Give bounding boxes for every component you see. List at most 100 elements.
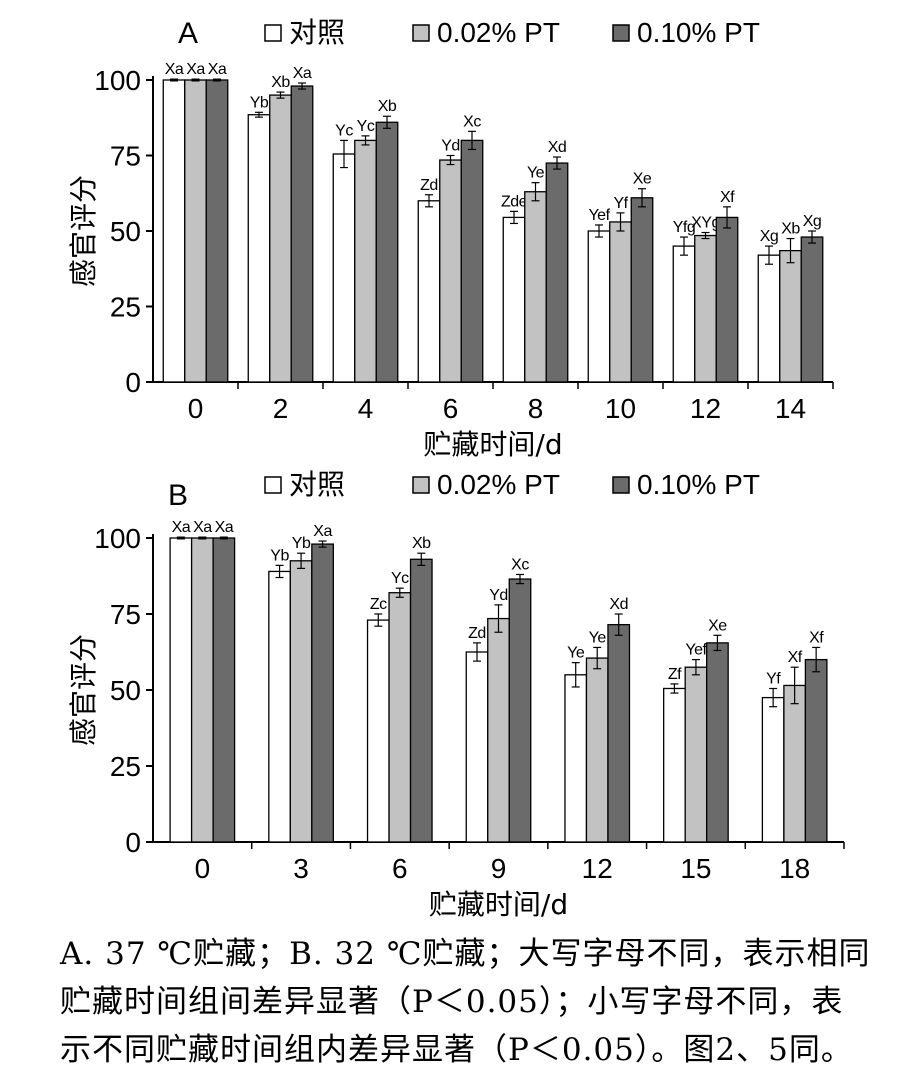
bar-pt002: [184, 79, 207, 383]
bar-control: [268, 570, 291, 843]
bar-pt010: [706, 642, 729, 843]
y-axis-label: 感官评分: [67, 175, 100, 287]
x-tick-label: 6: [443, 393, 459, 424]
significance-label: Yd: [441, 138, 460, 155]
bar-pt002: [585, 657, 609, 843]
bar-pt002: [439, 159, 462, 383]
significance-label: Xa: [208, 61, 227, 78]
y-tick-label: 100: [94, 523, 141, 554]
y-tick-label: 0: [125, 367, 141, 398]
significance-label: Ye: [527, 165, 545, 182]
significance-label: Zc: [370, 596, 387, 613]
y-axis-label: 感官评分: [67, 634, 100, 746]
significance-label: Ye: [567, 645, 585, 662]
bar-control: [564, 674, 588, 843]
bar-pt002: [684, 666, 708, 843]
x-tick-label: 10: [605, 393, 636, 424]
x-tick-label: 0: [188, 393, 204, 424]
bar-control: [502, 216, 526, 383]
bar-pt002: [289, 560, 313, 843]
legend-label-pt010: 0.10% PT: [637, 17, 760, 48]
caption-line-2: 贮藏时间组间差异显著（P＜0.05）；小写字母不同，表: [60, 984, 844, 1020]
significance-label: Zf: [668, 666, 682, 683]
bar-control: [663, 687, 686, 843]
panel-label: A: [178, 17, 198, 50]
significance-label: Yc: [391, 570, 409, 587]
significance-label: Ye: [589, 629, 607, 646]
x-axis-label: 贮藏时间/d: [429, 888, 568, 921]
significance-label: Yef: [685, 642, 707, 659]
bar-control: [169, 537, 193, 843]
bar-control: [465, 651, 489, 843]
bar-pt010: [804, 658, 828, 843]
significance-label: Xa: [193, 519, 212, 536]
significance-label: Yb: [292, 535, 311, 552]
significance-label: Zd: [420, 177, 438, 194]
bar-pt002: [354, 139, 377, 383]
bar-pt002: [783, 684, 807, 843]
bar-pt002: [487, 617, 510, 843]
x-tick-label: 15: [680, 853, 711, 884]
panel-label: B: [168, 479, 188, 512]
bar-control: [332, 153, 356, 383]
significance-label: Xf: [720, 189, 735, 206]
bar-control: [417, 200, 441, 383]
bar-pt002: [388, 592, 412, 843]
y-tick-label: 25: [110, 751, 141, 782]
bar-pt010: [630, 197, 654, 383]
y-tick-label: 0: [125, 827, 141, 858]
legend-label-control: 对照: [289, 469, 345, 500]
legend-label-pt002: 0.02% PT: [437, 469, 560, 500]
significance-label: Xf: [788, 649, 803, 666]
bar-control: [587, 230, 611, 383]
significance-label: Xb: [412, 535, 431, 552]
significance-label: Xd: [609, 596, 628, 613]
x-tick-label: 4: [358, 393, 374, 424]
bar-pt010: [290, 85, 314, 383]
bar-control: [757, 254, 781, 383]
significance-label: Yd: [489, 587, 508, 604]
significance-label: Xb: [271, 74, 290, 91]
significance-label: Xe: [633, 171, 652, 188]
significance-label: Yb: [250, 94, 269, 111]
bar-pt010: [508, 578, 532, 843]
bar-control: [672, 245, 696, 383]
bar-pt010: [375, 121, 399, 383]
bar-pt010: [205, 79, 229, 383]
x-axis-label: 贮藏时间/d: [423, 428, 562, 461]
significance-label: Xa: [165, 61, 184, 78]
significance-label: Yef: [588, 207, 610, 224]
legend-swatch-pt010: [612, 476, 630, 494]
legend-swatch-pt002: [412, 24, 430, 42]
bar-pt010: [545, 162, 569, 383]
bar-pt002: [269, 94, 292, 383]
significance-label: Yfg: [673, 219, 696, 236]
significance-label: Yc: [335, 122, 353, 139]
significance-label: Xb: [378, 98, 397, 115]
x-tick-label: 14: [775, 393, 806, 424]
significance-label: Xa: [293, 65, 312, 82]
significance-label: Yc: [357, 118, 375, 135]
significance-label: Zd: [468, 625, 486, 642]
bar-pt010: [715, 216, 739, 383]
significance-label: Xg: [803, 213, 822, 230]
bar-pt010: [607, 623, 631, 843]
significance-label: Xa: [313, 523, 332, 540]
bar-pt010: [311, 543, 334, 843]
bar-pt010: [212, 537, 236, 843]
bar-pt010: [409, 558, 433, 843]
bar-pt010: [800, 236, 824, 383]
significance-label: Xg: [760, 228, 779, 245]
legend-swatch-control: [264, 24, 282, 42]
significance-label: Yf: [613, 195, 628, 212]
significance-label: Xf: [809, 629, 824, 646]
bar-control: [761, 696, 785, 843]
y-tick-label: 50: [110, 675, 141, 706]
x-tick-label: 8: [528, 393, 544, 424]
x-tick-label: 12: [690, 393, 721, 424]
bar-control: [247, 114, 271, 383]
significance-label: Yf: [766, 670, 781, 687]
caption-line-3: 示不同贮藏时间组内差异显著（P＜0.05）。图2、5同。: [60, 1032, 853, 1068]
significance-label: Xa: [186, 61, 205, 78]
significance-label: XYg: [691, 215, 720, 232]
